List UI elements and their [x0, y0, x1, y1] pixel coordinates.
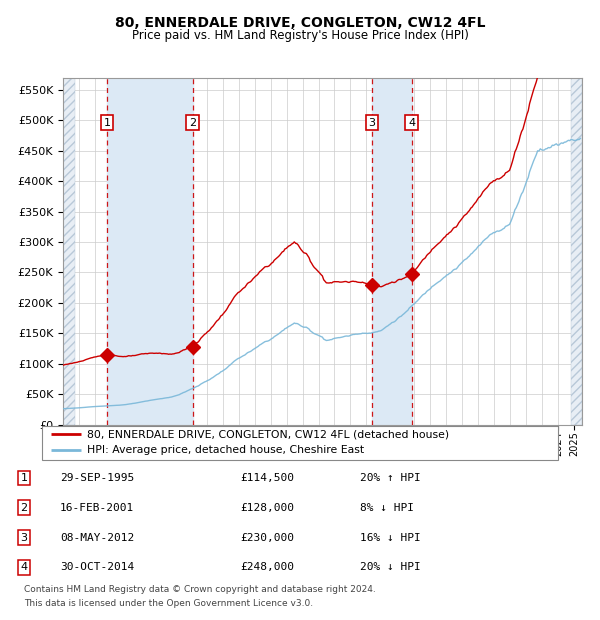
Text: 1: 1 — [20, 473, 28, 483]
Text: £230,000: £230,000 — [240, 533, 294, 542]
Text: 30-OCT-2014: 30-OCT-2014 — [60, 562, 134, 572]
Text: Contains HM Land Registry data © Crown copyright and database right 2024.: Contains HM Land Registry data © Crown c… — [24, 585, 376, 595]
Bar — [571, 78, 582, 425]
Text: 8% ↓ HPI: 8% ↓ HPI — [360, 503, 414, 513]
Text: This data is licensed under the Open Government Licence v3.0.: This data is licensed under the Open Gov… — [24, 599, 313, 608]
Text: 80, ENNERDALE DRIVE, CONGLETON, CW12 4FL: 80, ENNERDALE DRIVE, CONGLETON, CW12 4FL — [115, 16, 485, 30]
Text: £128,000: £128,000 — [240, 503, 294, 513]
Text: 20% ↓ HPI: 20% ↓ HPI — [360, 562, 421, 572]
Text: 2: 2 — [20, 503, 28, 513]
Text: 16-FEB-2001: 16-FEB-2001 — [60, 503, 134, 513]
Text: £114,500: £114,500 — [240, 473, 294, 483]
Text: 4: 4 — [20, 562, 28, 572]
Text: 16% ↓ HPI: 16% ↓ HPI — [360, 533, 421, 542]
Text: 1: 1 — [103, 118, 110, 128]
Text: Price paid vs. HM Land Registry's House Price Index (HPI): Price paid vs. HM Land Registry's House … — [131, 29, 469, 42]
Text: 3: 3 — [20, 533, 28, 542]
Text: 08-MAY-2012: 08-MAY-2012 — [60, 533, 134, 542]
Text: 29-SEP-1995: 29-SEP-1995 — [60, 473, 134, 483]
Text: £248,000: £248,000 — [240, 562, 294, 572]
Text: 80, ENNERDALE DRIVE, CONGLETON, CW12 4FL (detached house): 80, ENNERDALE DRIVE, CONGLETON, CW12 4FL… — [88, 430, 449, 440]
Text: 4: 4 — [408, 118, 415, 128]
Text: 3: 3 — [368, 118, 376, 128]
Text: HPI: Average price, detached house, Cheshire East: HPI: Average price, detached house, Ches… — [88, 446, 365, 456]
Bar — [372, 78, 412, 425]
Bar — [107, 78, 193, 425]
FancyBboxPatch shape — [42, 426, 558, 460]
Bar — [63, 78, 75, 425]
Text: 2: 2 — [189, 118, 196, 128]
Text: 20% ↑ HPI: 20% ↑ HPI — [360, 473, 421, 483]
